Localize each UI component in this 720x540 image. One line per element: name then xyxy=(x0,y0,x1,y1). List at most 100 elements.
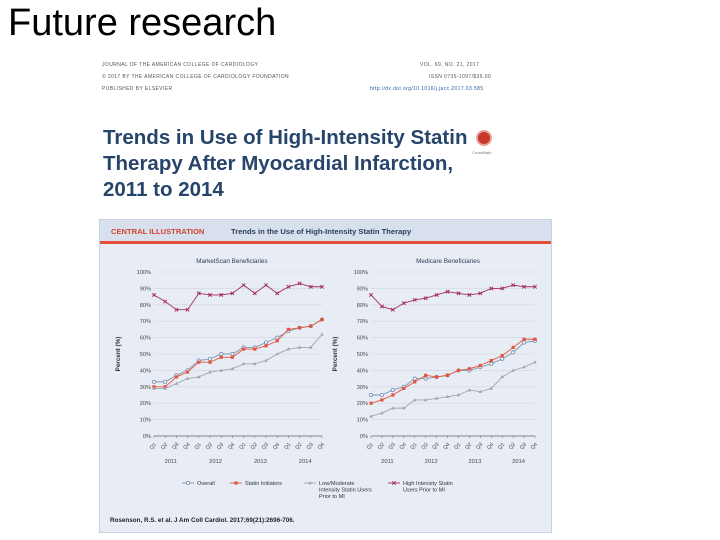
y-tick-label: 100% xyxy=(137,270,151,276)
y-tick-label: 20% xyxy=(140,401,151,407)
data-point xyxy=(478,291,483,296)
data-point xyxy=(163,299,168,304)
paper-title-line: Trends in Use of High-Intensity Statin xyxy=(103,126,468,149)
data-point xyxy=(286,284,291,289)
journal-name: JOURNAL OF THE AMERICAN COLLEGE OF CARDI… xyxy=(102,62,259,68)
legend-swatch-marker xyxy=(185,480,191,486)
data-point xyxy=(230,366,235,371)
chart-panel-1: MarketScan Beneficiaries 0% 10% 20% 30% 40% 50… xyxy=(115,258,326,465)
y-tick-label: 30% xyxy=(357,385,368,391)
x-tick-label: Q3 xyxy=(171,442,180,451)
data-point xyxy=(252,291,257,296)
series-high-intensity-statin-users-prior-to-mi xyxy=(151,281,325,312)
data-point xyxy=(368,392,374,398)
chart-title: Medicare Beneficiaries xyxy=(416,258,480,265)
data-point xyxy=(152,386,156,390)
x-year-label: 2012 xyxy=(425,459,438,465)
data-point xyxy=(298,326,302,330)
legend-label: Low/Moderate xyxy=(319,481,354,487)
data-point xyxy=(163,386,167,390)
crossmark-label: CrossMark xyxy=(472,150,492,155)
series-line xyxy=(370,284,535,311)
data-point xyxy=(196,291,201,296)
data-point xyxy=(379,304,384,309)
x-tick-label: Q4 xyxy=(442,442,451,451)
journal-copyright: © 2017 BY THE AMERICAN COLLEGE OF CARDIO… xyxy=(102,74,290,80)
data-point xyxy=(435,375,439,379)
x-tick-label: Q3 xyxy=(475,442,484,451)
paper-title-line: Therapy After Myocardial Infarction, xyxy=(103,152,454,175)
series-overall xyxy=(368,338,538,398)
data-point xyxy=(390,307,395,312)
data-point xyxy=(412,376,417,381)
data-point xyxy=(253,347,257,351)
data-point xyxy=(275,335,280,340)
data-point xyxy=(533,337,537,341)
data-point xyxy=(163,379,168,384)
central-illustration-label: CENTRAL ILLUSTRATION xyxy=(111,227,205,236)
x-tick-label: Q2 xyxy=(205,442,214,451)
data-point xyxy=(174,307,179,312)
y-axis-label: Percent (%) xyxy=(115,337,122,372)
data-point xyxy=(478,363,482,368)
chart-legend: Overall Statin Initiators Low/ModerateInte… xyxy=(182,480,453,500)
data-point xyxy=(219,368,223,372)
data-point xyxy=(380,398,384,402)
data-point xyxy=(380,411,384,415)
data-point xyxy=(402,386,406,391)
legend-label: Prior to MI xyxy=(319,494,345,500)
data-point xyxy=(197,375,201,379)
y-tick-label: 40% xyxy=(140,368,151,374)
data-point xyxy=(275,291,280,296)
journal-doi-link[interactable]: http://dx.doi.org/10.1016/j.jacc.2017.03… xyxy=(370,86,484,92)
y-tick-label: 0% xyxy=(143,434,151,440)
x-tick-label: Q3 xyxy=(261,442,270,451)
series-line xyxy=(154,334,323,389)
data-point xyxy=(207,292,213,298)
series-line xyxy=(370,338,535,404)
crossmark-icon xyxy=(476,130,492,146)
data-point xyxy=(445,373,450,377)
x-tick-label: Q2 xyxy=(160,442,169,451)
data-point xyxy=(264,344,268,348)
x-tick-label: Q4 xyxy=(486,442,495,451)
data-point xyxy=(174,381,179,385)
series-line xyxy=(154,319,323,388)
x-tick-label: Q4 xyxy=(530,442,539,451)
x-tick-label: Q1 xyxy=(149,442,158,451)
data-point xyxy=(500,356,505,361)
y-tick-label: 30% xyxy=(140,385,151,391)
data-point xyxy=(297,281,302,286)
data-point xyxy=(197,360,201,364)
data-point xyxy=(174,375,178,379)
data-point xyxy=(402,406,406,410)
data-point xyxy=(308,284,313,289)
legend-item: Overall xyxy=(182,480,215,487)
data-point xyxy=(390,388,395,393)
data-point xyxy=(297,345,302,349)
legend-label: Statin Initiators xyxy=(245,481,282,487)
x-tick-label: Q4 xyxy=(182,442,191,451)
data-point xyxy=(309,324,313,328)
data-point xyxy=(230,291,235,296)
series-low-moderate-intensity-statin-users-prior-to-mi xyxy=(369,360,537,418)
data-point xyxy=(489,286,494,291)
x-tick-label: Q1 xyxy=(194,442,203,451)
crossmark-badge[interactable]: CrossMark xyxy=(472,130,494,160)
x-tick-label: Q4 xyxy=(227,442,236,451)
data-point xyxy=(185,307,190,312)
data-point xyxy=(319,284,325,289)
chart-panel-2: Medicare Beneficiaries 0% 10% 20% 30% 40% 50% 6… xyxy=(332,258,539,465)
y-tick-label: 50% xyxy=(357,352,368,358)
y-tick-label: 40% xyxy=(357,368,368,374)
x-tick-label: Q1 xyxy=(366,442,375,451)
series-statin-initiators xyxy=(369,337,537,405)
legend-label: Users Prior to MI xyxy=(403,488,445,494)
y-tick-label: 60% xyxy=(357,336,368,342)
data-point xyxy=(219,292,224,298)
x-tick-label: Q3 xyxy=(431,442,440,451)
data-point xyxy=(219,355,223,359)
x-tick-label: Q1 xyxy=(283,442,292,451)
data-point xyxy=(511,350,516,355)
